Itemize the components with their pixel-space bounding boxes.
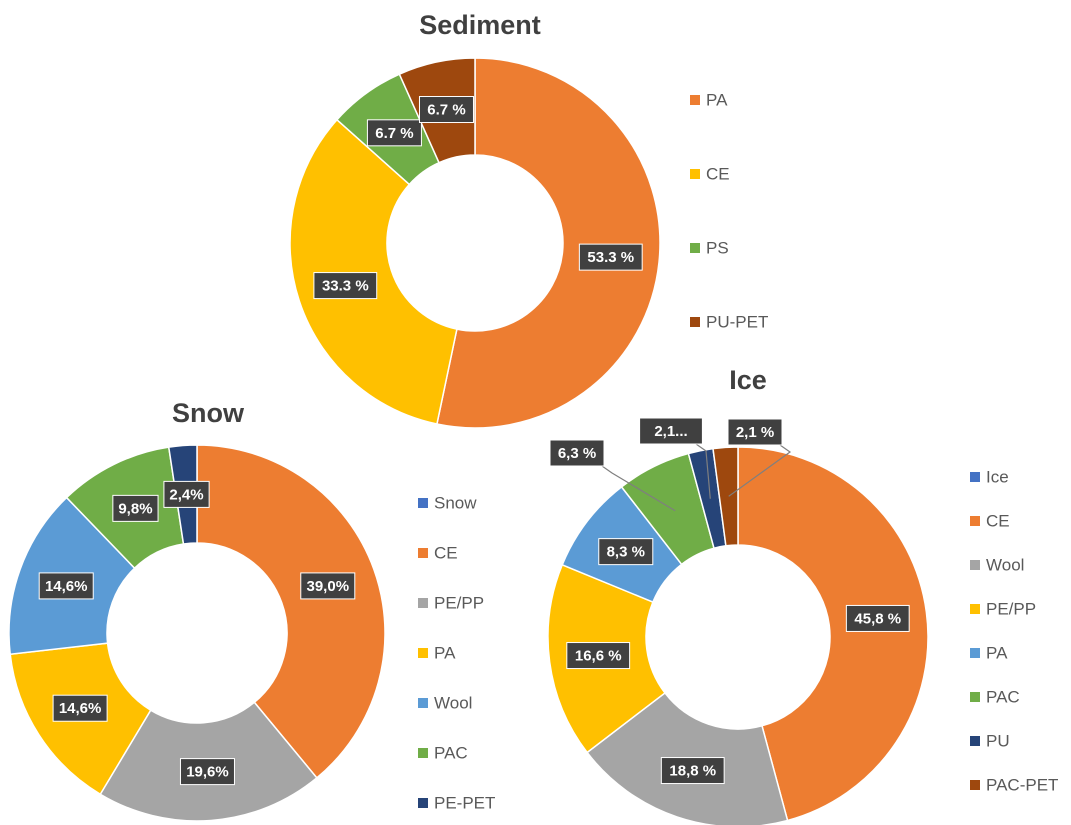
legend-swatch xyxy=(418,598,428,608)
label-box xyxy=(566,642,631,670)
label-box xyxy=(549,439,605,467)
legend-label: PS xyxy=(706,238,729,257)
slice xyxy=(436,57,661,429)
data-label: 53.3 % xyxy=(587,249,634,266)
legend-swatch xyxy=(690,317,700,327)
label-box xyxy=(578,243,643,271)
legend-label: Ice xyxy=(986,467,1009,486)
label-box xyxy=(845,604,910,632)
legend-swatch xyxy=(418,648,428,658)
legend-label: Wool xyxy=(986,555,1024,574)
label-box xyxy=(163,480,210,508)
legend-swatch xyxy=(418,748,428,758)
legend-label: PE/PP xyxy=(986,599,1036,618)
data-label: 6,3 % xyxy=(558,445,596,462)
label-box xyxy=(112,494,159,522)
legend-swatch xyxy=(690,169,700,179)
legend-swatch xyxy=(418,548,428,558)
legend-swatch xyxy=(690,243,700,253)
label-box xyxy=(300,572,356,600)
slice xyxy=(196,444,386,779)
data-label: 2,1... xyxy=(654,423,687,440)
legend-swatch xyxy=(418,698,428,708)
legend-label: Wool xyxy=(434,693,472,712)
data-label: 2,1 % xyxy=(736,424,774,441)
legend-swatch xyxy=(970,692,980,702)
legend-swatch xyxy=(418,798,428,808)
legend-label: PE-PET xyxy=(434,793,495,812)
legend-swatch xyxy=(970,736,980,746)
label-box xyxy=(179,758,235,786)
label-box xyxy=(313,272,378,300)
label-box xyxy=(418,96,474,124)
legend-label: PA xyxy=(706,90,728,109)
chart-title: Sediment xyxy=(419,10,541,40)
legend-swatch xyxy=(970,472,980,482)
label-box xyxy=(727,418,783,446)
legend-label: CE xyxy=(434,543,458,562)
legend-label: PU xyxy=(986,731,1010,750)
data-label: 2,4% xyxy=(169,486,203,503)
legend-swatch xyxy=(970,604,980,614)
data-label: 8,3 % xyxy=(607,544,645,561)
data-label: 14,6% xyxy=(45,578,88,595)
legend-label: PAC xyxy=(434,743,468,762)
data-label: 33.3 % xyxy=(322,278,369,295)
legend-label: PE/PP xyxy=(434,593,484,612)
legend-label: CE xyxy=(706,164,730,183)
data-label: 6.7 % xyxy=(427,101,465,118)
data-label: 19,6% xyxy=(186,764,229,781)
leader-line xyxy=(601,465,676,512)
label-box xyxy=(366,119,422,147)
slice xyxy=(737,446,929,822)
data-label: 39,0% xyxy=(307,578,350,595)
chart-title: Snow xyxy=(172,398,245,428)
legend-swatch xyxy=(418,498,428,508)
label-box xyxy=(598,538,654,566)
legend-swatch xyxy=(970,516,980,526)
legend-label: PA xyxy=(986,643,1008,662)
leader-line xyxy=(695,443,711,499)
legend-label: Snow xyxy=(434,493,477,512)
legend-label: PAC-PET xyxy=(986,775,1058,794)
slice xyxy=(289,118,458,425)
chart-title: Ice xyxy=(729,365,767,395)
legend-swatch xyxy=(970,648,980,658)
data-label: 9,8% xyxy=(118,500,152,517)
data-label: 6.7 % xyxy=(375,125,413,142)
legend-label: PAC xyxy=(986,687,1020,706)
label-box xyxy=(660,757,725,785)
data-label: 16,6 % xyxy=(575,648,622,665)
legend-label: PU-PET xyxy=(706,312,768,331)
data-label: 45,8 % xyxy=(854,610,901,627)
legend-swatch xyxy=(970,560,980,570)
slice xyxy=(712,446,739,547)
data-label: 18,8 % xyxy=(669,763,716,780)
data-label: 14,6% xyxy=(59,700,102,717)
legend-label: CE xyxy=(986,511,1010,530)
legend-swatch xyxy=(690,95,700,105)
label-box xyxy=(639,417,703,445)
leader-line xyxy=(728,444,792,497)
legend-swatch xyxy=(970,780,980,790)
label-box xyxy=(38,572,94,600)
legend-label: PA xyxy=(434,643,456,662)
label-box xyxy=(52,694,108,722)
